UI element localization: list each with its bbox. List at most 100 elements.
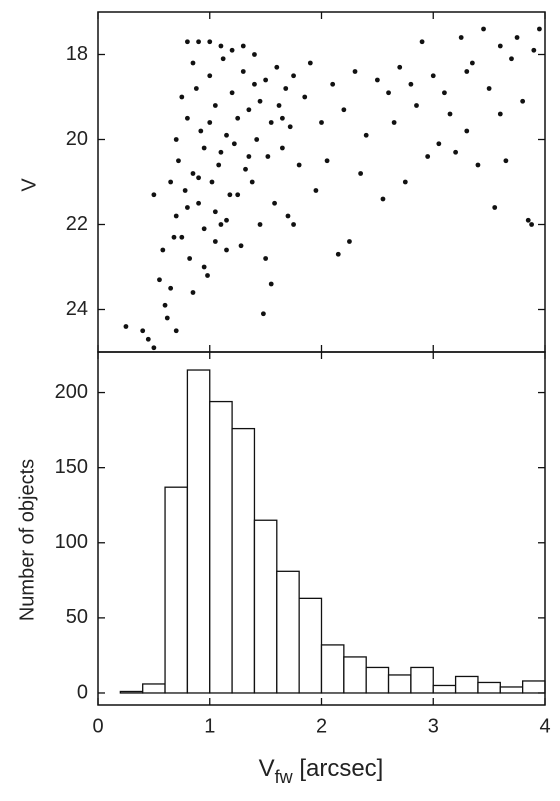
scatter-point [458,35,464,40]
scatter-point [224,247,229,253]
histogram-bar [164,486,189,694]
scatter-point [240,69,246,74]
scatter-point [212,103,218,108]
scatter-point [391,120,397,125]
plot-frame [97,11,546,353]
scatter-point [425,154,431,159]
scatter-point [447,111,453,117]
scatter-point [190,60,196,66]
scatter-point [187,256,193,261]
x-tick-label: 4 [539,715,550,737]
histogram-bar [387,674,412,694]
scatter-point [313,188,319,193]
scatter-point [276,103,282,108]
scatter-point [190,290,196,295]
y-tick-label: 100 [55,531,88,553]
scatter-point [509,56,514,62]
scatter-point [296,162,302,168]
scatter-point [279,145,285,151]
histogram-bar [432,684,457,694]
scatter-point [408,81,414,87]
scatter-point [218,43,224,49]
scatter-point [173,328,179,334]
scatter-point [503,158,509,164]
scatter-point [436,141,442,147]
scatter-point [209,179,215,185]
scatter-point [374,77,380,83]
scatter-point [196,200,201,206]
histogram-bar [343,656,367,694]
scatter-point [352,69,358,74]
x-label-rest: [arcsec] [293,755,384,782]
scatter-point [235,115,241,121]
histogram-bar [186,369,211,694]
scatter-point [285,213,291,219]
x-tick-label: 2 [316,715,327,737]
scatter-point [224,217,229,223]
scatter-point [160,247,166,253]
y-axis-label: V [18,178,40,192]
scatter-point [358,171,364,176]
scatter-point [257,222,263,227]
y-tick-label: 24 [66,298,88,320]
scatter-point [190,171,196,176]
histogram-bar [209,400,233,694]
scatter-point [492,205,498,210]
scatter-point [220,56,226,62]
scatter-point [151,345,157,351]
scatter-point [231,141,237,147]
scatter-point [162,302,168,308]
y-tick-label: 22 [66,213,88,235]
scatter-point [207,120,213,125]
scatter-point [335,251,341,257]
scatter-point [196,39,201,45]
scatter-point [263,77,269,83]
scatter-point [201,145,207,151]
scatter-point [497,111,503,117]
scatter-point [514,35,520,40]
scatter-point [218,149,224,155]
scatter-point [324,158,330,164]
scatter-point [168,179,174,185]
scatter-point [243,166,248,172]
scatter-point [140,328,146,334]
histogram-bar [231,427,256,694]
scatter-point [246,107,252,113]
scatter-point [151,192,157,198]
scatter-point [475,162,481,168]
y-tick-label: 18 [66,43,88,65]
scatter-point [246,154,252,159]
scatter-point [249,179,255,185]
histogram-bar [410,666,434,694]
scatter-point [123,324,129,329]
scatter-point [525,217,531,223]
scatter-point [497,43,503,49]
scatter-point [319,120,324,125]
histogram-bar [454,675,479,694]
histogram-bar [119,690,144,694]
scatter-point [157,277,162,283]
y-tick-label: 20 [66,128,88,150]
scatter-point [201,226,207,232]
scatter-point [179,234,185,240]
histogram-bar [320,644,345,694]
scatter-point [291,222,296,227]
scatter-point [212,209,218,215]
scatter-point [341,107,347,113]
scatter-point [196,175,201,181]
scatter-point [529,222,534,227]
scatter-point [402,179,408,185]
scatter-point [229,90,235,96]
scatter-point [185,205,190,210]
histogram-bar [142,683,166,694]
histogram-bar [298,597,323,694]
scatter-point [386,90,391,96]
scatter-point [531,47,537,53]
histogram-bar [477,681,501,694]
scatter-point [469,60,475,66]
scatter-point [268,120,274,125]
scatter-point [224,132,229,138]
y-tick-label: 150 [55,456,88,478]
scatter-point [453,149,458,155]
histogram-bar [253,519,278,694]
